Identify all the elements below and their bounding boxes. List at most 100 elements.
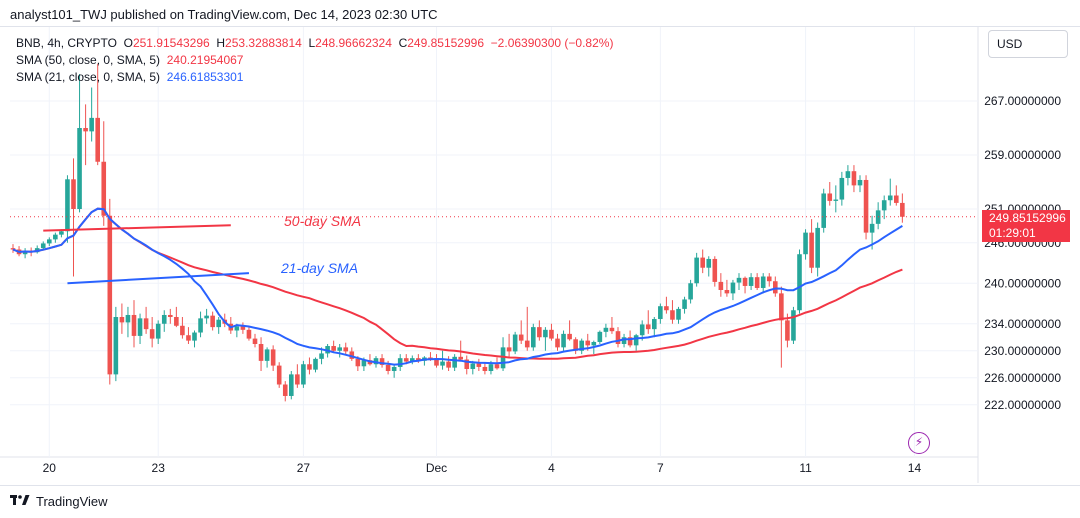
candle-body[interactable] xyxy=(349,351,355,359)
candle-body[interactable] xyxy=(688,283,693,300)
sma21-row[interactable]: SMA (21, close, 0, SMA, 5) 246.61853301 xyxy=(16,69,613,86)
candle-body[interactable] xyxy=(712,258,718,282)
candle-body[interactable] xyxy=(585,340,591,346)
candle-body[interactable] xyxy=(857,179,863,186)
candle-body[interactable] xyxy=(476,363,482,367)
candle-body[interactable] xyxy=(736,277,742,283)
candle-body[interactable] xyxy=(40,243,46,249)
candle-body[interactable] xyxy=(797,254,802,311)
candle-body[interactable] xyxy=(664,306,669,311)
candle-body[interactable] xyxy=(143,318,149,330)
candle-body[interactable] xyxy=(639,324,645,336)
candle-body[interactable] xyxy=(833,199,839,201)
candle-body[interactable] xyxy=(645,324,651,330)
candle-body[interactable] xyxy=(730,282,736,294)
candle-body[interactable] xyxy=(47,239,52,244)
candle-body[interactable] xyxy=(518,334,524,341)
tradingview-logo-icon[interactable] xyxy=(10,495,30,507)
candle-body[interactable] xyxy=(101,161,107,216)
candle-body[interactable] xyxy=(204,315,209,319)
candle-body[interactable] xyxy=(113,317,119,375)
candle-body[interactable] xyxy=(89,117,94,132)
candle-body[interactable] xyxy=(313,358,318,370)
candle-body[interactable] xyxy=(168,314,173,317)
candle-body[interactable] xyxy=(524,340,530,348)
candle-body[interactable] xyxy=(555,338,560,348)
candle-body[interactable] xyxy=(289,374,294,396)
candle-body[interactable] xyxy=(258,344,264,361)
candle-body[interactable] xyxy=(234,326,240,331)
candle-body[interactable] xyxy=(827,193,833,201)
candle-body[interactable] xyxy=(95,117,100,162)
candle-body[interactable] xyxy=(597,331,603,342)
candle-body[interactable] xyxy=(869,223,875,233)
candle-body[interactable] xyxy=(137,318,143,336)
candle-body[interactable] xyxy=(373,358,379,365)
candle-body[interactable] xyxy=(881,200,887,211)
candle-body[interactable] xyxy=(863,179,869,233)
sma50-row[interactable]: SMA (50, close, 0, SMA, 5) 240.21954067 xyxy=(16,52,613,69)
candle-body[interactable] xyxy=(791,310,796,341)
candle-body[interactable] xyxy=(10,248,16,250)
candle-body[interactable] xyxy=(355,358,361,367)
candle-body[interactable] xyxy=(500,347,506,369)
candle-body[interactable] xyxy=(403,358,409,362)
candle-body[interactable] xyxy=(186,335,191,341)
candle-body[interactable] xyxy=(567,333,572,340)
candle-body[interactable] xyxy=(627,337,633,346)
candle-body[interactable] xyxy=(839,177,845,200)
candle-body[interactable] xyxy=(331,346,336,351)
candle-body[interactable] xyxy=(488,364,494,371)
trendline-blue[interactable] xyxy=(67,272,250,285)
candle-body[interactable] xyxy=(210,315,215,328)
candle-body[interactable] xyxy=(282,384,288,396)
candle-body[interactable] xyxy=(809,232,814,268)
candle-body[interactable] xyxy=(531,327,536,348)
candle-body[interactable] xyxy=(270,349,276,366)
candle-body[interactable] xyxy=(307,364,312,370)
candle-body[interactable] xyxy=(512,334,518,352)
candle-body[interactable] xyxy=(464,359,470,369)
candle-body[interactable] xyxy=(198,318,203,333)
candle-body[interactable] xyxy=(59,231,64,235)
candle-body[interactable] xyxy=(125,314,131,323)
candle-body[interactable] xyxy=(694,257,699,284)
candle-body[interactable] xyxy=(851,171,857,186)
candle-body[interactable] xyxy=(428,357,433,359)
candle-body[interactable] xyxy=(246,329,252,339)
candle-body[interactable] xyxy=(22,250,28,255)
candle-body[interactable] xyxy=(77,128,82,209)
candle-body[interactable] xyxy=(240,326,246,330)
chart-frame[interactable] xyxy=(0,26,1080,486)
candle-body[interactable] xyxy=(670,310,675,320)
candle-body[interactable] xyxy=(900,202,905,217)
candle-body[interactable] xyxy=(337,347,342,351)
candle-body[interactable] xyxy=(537,327,542,338)
candle-body[interactable] xyxy=(773,281,778,294)
candle-body[interactable] xyxy=(658,306,663,320)
candle-body[interactable] xyxy=(652,319,657,330)
candle-body[interactable] xyxy=(119,317,125,323)
candle-body[interactable] xyxy=(609,327,615,332)
candle-body[interactable] xyxy=(803,232,808,255)
annotation-21-day-sma[interactable]: 21-day SMA xyxy=(280,260,358,276)
candle-body[interactable] xyxy=(174,317,179,326)
candle-body[interactable] xyxy=(718,281,724,290)
currency-button[interactable]: USD xyxy=(988,30,1068,58)
candle-body[interactable] xyxy=(319,353,324,359)
candle-body[interactable] xyxy=(180,325,185,336)
candle-body[interactable] xyxy=(543,329,548,338)
candle-body[interactable] xyxy=(742,277,748,286)
candle-body[interactable] xyxy=(161,314,167,324)
candle-body[interactable] xyxy=(633,335,639,346)
candle-body[interactable] xyxy=(887,195,893,201)
sma21-line[interactable] xyxy=(12,207,903,366)
candle-body[interactable] xyxy=(482,366,488,371)
candle-body[interactable] xyxy=(65,179,70,232)
candle-body[interactable] xyxy=(603,327,609,332)
candle-body[interactable] xyxy=(71,179,76,209)
candle-body[interactable] xyxy=(821,193,826,228)
candle-body[interactable] xyxy=(785,320,790,341)
candle-body[interactable] xyxy=(470,363,476,369)
candle-body[interactable] xyxy=(397,358,403,367)
